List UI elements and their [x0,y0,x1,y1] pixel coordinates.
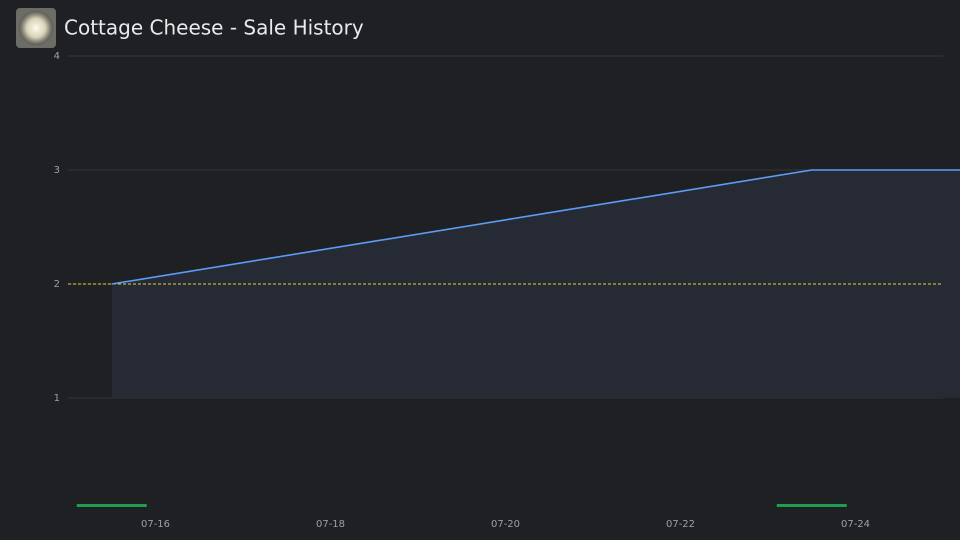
x-tick-label: 07-16 [141,519,170,530]
volume-bar [776,504,847,507]
x-tick-label: 07-24 [841,519,870,530]
x-tick-label: 07-22 [666,519,695,530]
x-tick-label: 07-18 [316,519,345,530]
y-tick-label: 4 [54,51,60,62]
x-tick-label: 07-20 [491,519,520,530]
y-tick-label: 3 [54,165,60,176]
y-tick-label: 2 [54,279,60,290]
volume-bar [76,504,147,507]
item-icon-image [19,11,53,45]
plot: 1 2 3 4 07-16 07-18 07-20 07-22 07-24 [54,51,960,530]
chart-title: Cottage Cheese - Sale History [64,16,364,40]
line [111,169,960,285]
y-tick-label: 1 [54,393,60,404]
